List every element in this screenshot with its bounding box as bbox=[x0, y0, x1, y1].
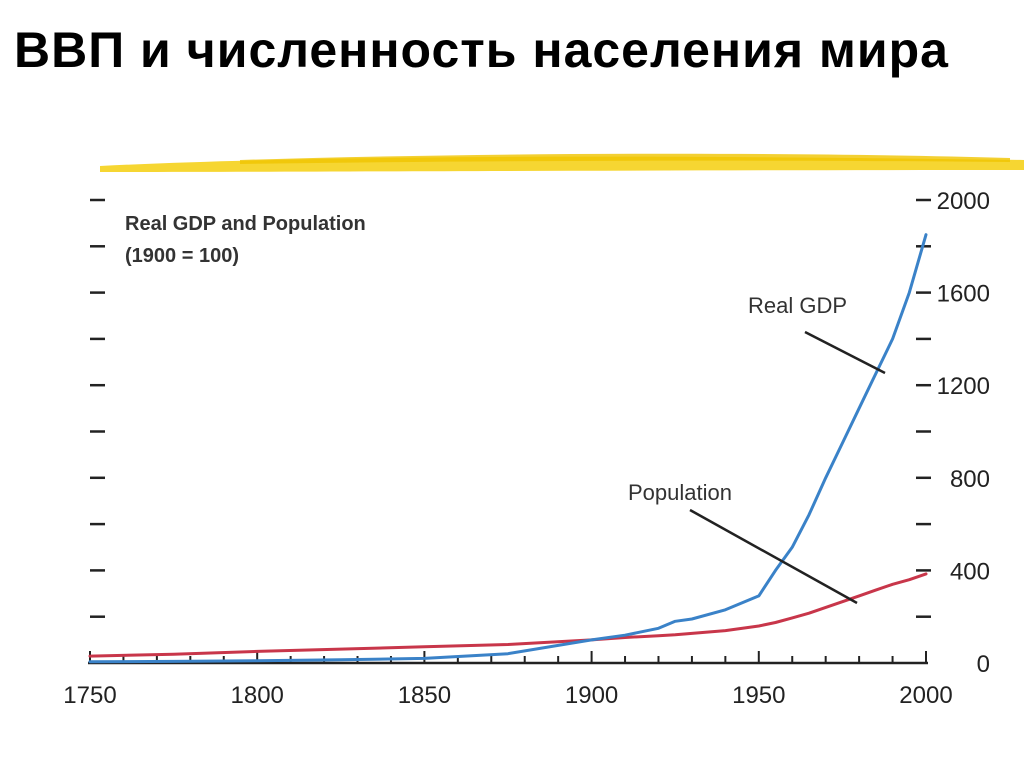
series-line-real-gdp bbox=[88, 233, 928, 664]
x-tick-label: 1850 bbox=[398, 682, 451, 709]
y-tick-label: 0 bbox=[977, 651, 990, 678]
slide-title: ВВП и численность населения мира bbox=[14, 22, 949, 78]
x-tick-label: 1900 bbox=[565, 682, 618, 709]
chart-subtitle: (1900 = 100) bbox=[125, 245, 239, 267]
underline-stroke-highlight bbox=[240, 153, 1010, 164]
series-layer bbox=[88, 233, 928, 664]
series-label-real-gdp: Real GDP bbox=[748, 293, 847, 318]
y-tick-label: 1200 bbox=[937, 373, 990, 400]
callout-line-real-gdp bbox=[804, 330, 886, 375]
callout-line-population bbox=[689, 508, 858, 605]
y-tick-label: 2000 bbox=[937, 188, 990, 215]
right-axis-ticks: 0 400 800 1200 1600 2000 bbox=[916, 188, 990, 678]
chart-title: Real GDP and Population bbox=[125, 213, 366, 235]
left-axis-ticks bbox=[90, 198, 105, 618]
x-axis-ticks: 1750 1800 1850 1900 1950 2000 bbox=[63, 651, 953, 709]
y-tick-label: 1600 bbox=[937, 281, 990, 308]
title-underline-brushstroke bbox=[100, 153, 1024, 172]
x-tick-label: 1800 bbox=[231, 682, 284, 709]
series-label-population: Population bbox=[628, 480, 732, 505]
y-tick-label: 800 bbox=[950, 466, 990, 493]
x-tick-label: 1750 bbox=[63, 682, 116, 709]
series-line-population bbox=[88, 572, 928, 658]
x-tick-label: 1950 bbox=[732, 682, 785, 709]
x-tick-label: 2000 bbox=[899, 682, 952, 709]
y-tick-label: 400 bbox=[950, 558, 990, 585]
